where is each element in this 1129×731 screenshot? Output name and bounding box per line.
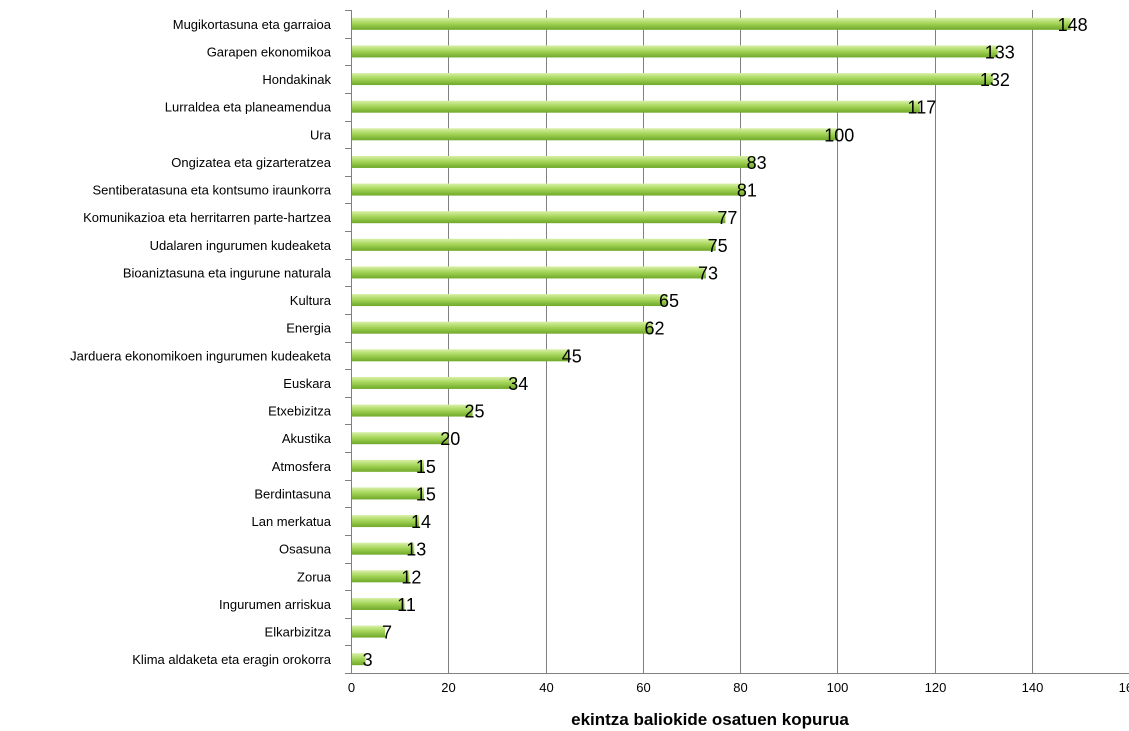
x-tick-label: 140 bbox=[1022, 680, 1044, 695]
category-label: Bioaniztasuna eta ingurune naturala bbox=[123, 265, 332, 280]
labels: 0 20 40 60 80 100 120 140 160 Mugikortasuna eta g… bbox=[70, 15, 1129, 695]
value-label: 77 bbox=[717, 208, 737, 228]
bar bbox=[352, 653, 366, 666]
value-label: 15 bbox=[416, 457, 436, 477]
category-label: Jarduera ekonomikoen ingurumen kudeaketa bbox=[70, 348, 332, 363]
value-label: 14 bbox=[411, 512, 431, 532]
category-label: Komunikazioa eta herritarren parte-hartz… bbox=[83, 210, 332, 225]
bar bbox=[352, 487, 424, 500]
bar bbox=[352, 17, 1071, 30]
category-label: Atmosfera bbox=[272, 459, 332, 474]
bar bbox=[352, 321, 653, 334]
value-label: 34 bbox=[508, 374, 528, 394]
value-label: 62 bbox=[644, 319, 664, 339]
category-label: Ingurumen arriskua bbox=[219, 597, 332, 612]
bars bbox=[352, 17, 1071, 666]
category-label: Etxebizitza bbox=[268, 404, 332, 419]
value-label: 132 bbox=[980, 70, 1010, 90]
bar bbox=[352, 294, 668, 307]
category-label: Ongizatea eta gizarteratzea bbox=[171, 155, 331, 170]
x-tick-label: 120 bbox=[925, 680, 947, 695]
category-label: Lurraldea eta planeamendua bbox=[165, 100, 332, 115]
category-label: Euskara bbox=[283, 376, 331, 391]
category-label: Klima aldaketa eta eragin orokorra bbox=[132, 652, 331, 667]
bar bbox=[352, 376, 517, 389]
bar bbox=[352, 155, 755, 168]
value-label: 148 bbox=[1058, 15, 1088, 35]
category-label: Udalaren ingurumen kudeaketa bbox=[150, 238, 332, 253]
bar bbox=[352, 625, 386, 638]
bar bbox=[352, 211, 726, 224]
x-tick-label: 20 bbox=[441, 680, 455, 695]
value-label: 83 bbox=[747, 153, 767, 173]
value-label: 12 bbox=[401, 567, 421, 587]
category-label: Osasuna bbox=[279, 542, 332, 557]
category-label: Zorua bbox=[297, 569, 332, 584]
bar bbox=[352, 238, 716, 251]
value-label: 3 bbox=[363, 650, 373, 670]
bar bbox=[352, 597, 405, 610]
bar bbox=[352, 542, 415, 555]
value-label: 20 bbox=[440, 429, 460, 449]
value-label: 11 bbox=[397, 595, 416, 615]
value-label: 100 bbox=[824, 125, 854, 145]
x-tick-label: 40 bbox=[539, 680, 553, 695]
value-label: 15 bbox=[416, 484, 436, 504]
x-tick-label: 0 bbox=[348, 680, 355, 695]
category-label: Hondakinak bbox=[262, 72, 331, 87]
value-label: 81 bbox=[737, 181, 757, 201]
bar bbox=[352, 515, 420, 528]
bar bbox=[352, 73, 993, 86]
value-label: 25 bbox=[465, 402, 485, 422]
x-tick-label: 160 bbox=[1119, 680, 1129, 695]
value-label: 7 bbox=[382, 623, 392, 643]
bar bbox=[352, 459, 424, 472]
bar bbox=[352, 100, 920, 113]
category-label: Energia bbox=[286, 321, 332, 336]
category-label: Akustika bbox=[282, 431, 332, 446]
category-label: Elkarbizitza bbox=[265, 625, 332, 640]
bar bbox=[352, 404, 473, 417]
value-label: 133 bbox=[985, 42, 1015, 62]
bar bbox=[352, 128, 838, 141]
value-label: 65 bbox=[659, 291, 679, 311]
x-tick-label: 100 bbox=[827, 680, 849, 695]
x-tick-label: 80 bbox=[733, 680, 747, 695]
bar bbox=[352, 183, 745, 196]
bar bbox=[352, 432, 449, 445]
category-label: Mugikortasuna eta garraioa bbox=[173, 17, 332, 32]
value-label: 75 bbox=[708, 236, 728, 256]
value-label: 73 bbox=[698, 263, 718, 283]
bar bbox=[352, 570, 410, 583]
category-label: Sentiberatasuna eta kontsumo iraunkorra bbox=[93, 183, 332, 198]
bar bbox=[352, 266, 706, 279]
category-label: Lan merkatua bbox=[252, 514, 332, 529]
x-tick-label: 60 bbox=[636, 680, 650, 695]
category-label: Garapen ekonomikoa bbox=[207, 44, 332, 59]
gridlines bbox=[448, 10, 1033, 673]
value-label: 45 bbox=[562, 346, 582, 366]
bar bbox=[352, 349, 570, 362]
category-label: Berdintasuna bbox=[254, 486, 331, 501]
x-axis-title: ekintza baliokide osatuen kopurua bbox=[571, 710, 849, 729]
category-label: Kultura bbox=[290, 293, 332, 308]
value-label: 13 bbox=[406, 540, 426, 560]
axes bbox=[345, 10, 1129, 674]
bar bbox=[352, 45, 998, 58]
value-label: 117 bbox=[908, 98, 937, 118]
category-label: Ura bbox=[310, 127, 332, 142]
